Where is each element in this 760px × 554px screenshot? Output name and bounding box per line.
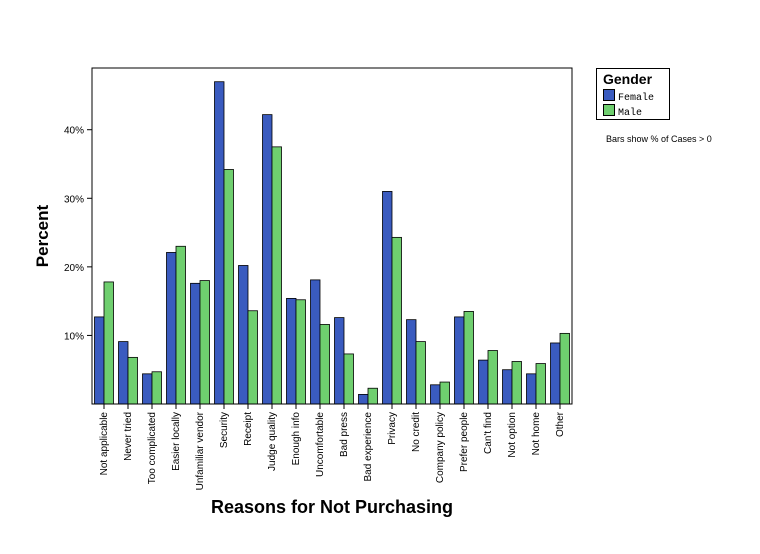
bar-female-no-credit (406, 319, 417, 405)
bar-female-bad-press (334, 317, 345, 405)
x-tick-label-other: Other (555, 411, 566, 437)
bar-female-never-tried (118, 341, 129, 405)
bar-male-security (223, 169, 234, 405)
x-tick-label-enough-info: Enough info (291, 412, 302, 466)
bar-female-security (214, 81, 225, 405)
x-axis: Not applicable Never tried Too complicated… (99, 404, 566, 490)
bar-male-receipt (247, 310, 258, 405)
bar-female-not-home (526, 373, 537, 405)
y-tick-label-20: 20% (64, 263, 84, 274)
x-tick-label-not-home: Not home (531, 412, 542, 456)
bar-male-easier-locally (175, 245, 186, 405)
bar-female-receipt (238, 265, 249, 405)
bar-male-other (559, 332, 570, 405)
x-tick-label-receipt: Receipt (243, 412, 254, 446)
x-tick-label-not-option: Not option (507, 412, 518, 458)
bar-male-never-tried (127, 356, 138, 405)
bar-male-not-applicable (103, 281, 114, 405)
bar-male-can-t-find (487, 350, 498, 405)
legend-swatch-male (603, 104, 615, 116)
x-tick-label-bad-press: Bad press (339, 412, 350, 457)
bar-male-enough-info (295, 299, 306, 405)
bar-male-unfamiliar-vendor (199, 280, 210, 405)
bar-female-company-policy (430, 384, 441, 405)
bar-female-unfamiliar-vendor (190, 282, 201, 405)
bar-female-easier-locally (166, 252, 177, 405)
legend-label-male: Male (618, 108, 643, 119)
bar-male-too-complicated (151, 371, 162, 405)
bar-male-not-home (535, 363, 546, 405)
legend-title: Gender (603, 71, 653, 87)
x-tick-label-bad-experience: Bad experience (363, 412, 374, 482)
legend-swatch-female (603, 89, 615, 101)
y-axis-label: Percent (33, 204, 52, 267)
bars-note: Bars show % of Cases > 0 (606, 134, 712, 144)
bar-female-not-applicable (94, 316, 105, 405)
legend-item-female: Female (603, 89, 655, 104)
bar-female-bad-experience (358, 393, 369, 405)
y-tick-label-10: 10% (64, 331, 84, 342)
bar-female-other (550, 342, 561, 405)
bar-male-privacy (391, 236, 402, 405)
bar-female-not-option (502, 369, 513, 405)
bar-male-bad-press (343, 353, 354, 405)
bar-male-company-policy (439, 381, 450, 405)
x-tick-label-not-applicable: Not applicable (99, 412, 110, 476)
bar-female-privacy (382, 191, 393, 405)
x-tick-label-security: Security (219, 412, 230, 448)
legend: Gender Female Male (596, 68, 670, 120)
x-tick-label-can-t-find: Can't find (483, 412, 494, 454)
legend-label-female: Female (618, 93, 655, 104)
bars-group (94, 81, 570, 405)
plot-frame (91, 67, 573, 405)
x-axis-label: Reasons for Not Purchasing (211, 497, 453, 517)
bar-male-judge-quality (271, 146, 282, 405)
bar-male-prefer-people (463, 311, 474, 405)
x-tick-label-no-credit: No credit (411, 412, 422, 452)
bar-male-uncomfortable (319, 324, 330, 405)
bar-male-bad-experience (367, 387, 378, 405)
bar-female-prefer-people (454, 316, 465, 405)
x-tick-label-unfamiliar-vendor: Unfamiliar vendor (195, 411, 206, 490)
y-tick-label-40: 40% (64, 126, 84, 137)
bar-female-enough-info (286, 297, 297, 405)
x-tick-label-never-tried: Never tried (123, 412, 134, 461)
x-tick-label-judge-quality: Judge quality (267, 412, 278, 471)
bar-female-can-t-find (478, 359, 489, 405)
bar-female-too-complicated (142, 373, 153, 405)
x-tick-label-prefer-people: Prefer people (459, 412, 470, 472)
x-tick-label-easier-locally: Easier locally (171, 412, 182, 471)
x-tick-label-privacy: Privacy (387, 412, 398, 445)
x-tick-label-too-complicated: Too complicated (147, 412, 158, 484)
y-axis: 10% 20% 30% 40% (64, 126, 92, 342)
y-tick-label-30: 30% (64, 194, 84, 205)
bar-male-no-credit (415, 341, 426, 405)
legend-item-male: Male (603, 104, 643, 119)
bar-female-judge-quality (262, 114, 273, 405)
bar-male-not-option (511, 361, 522, 405)
bar-female-uncomfortable (310, 279, 321, 405)
x-tick-label-company-policy: Company policy (435, 412, 446, 483)
x-tick-label-uncomfortable: Uncomfortable (315, 412, 326, 477)
